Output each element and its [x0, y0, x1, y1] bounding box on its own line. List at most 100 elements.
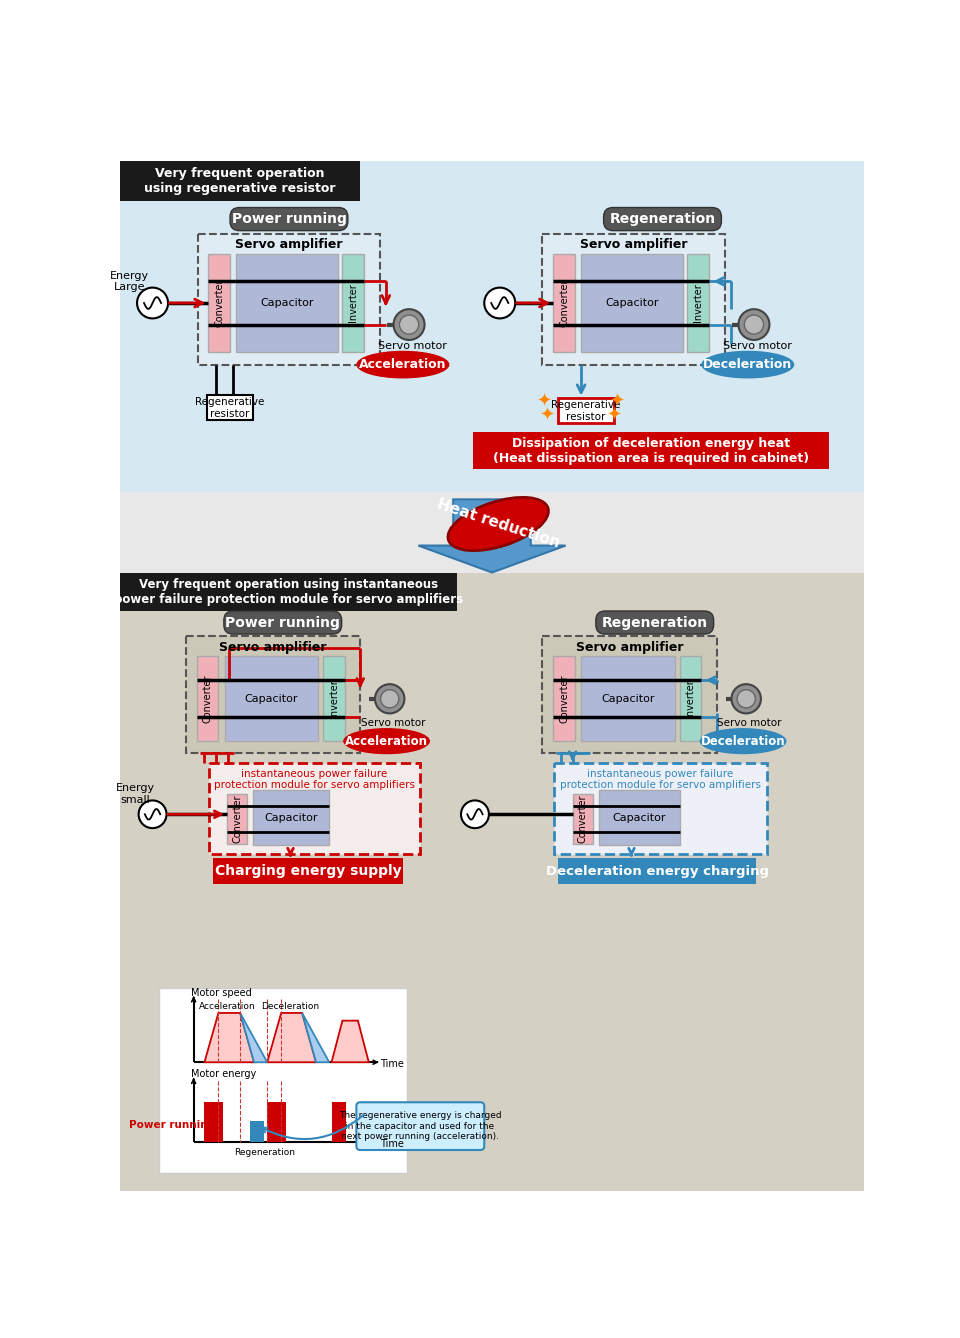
Text: Capacitor: Capacitor [612, 814, 666, 823]
Text: Time: Time [380, 1058, 404, 1069]
Text: Servo amplifier: Servo amplifier [576, 641, 684, 654]
Text: Power running: Power running [129, 1120, 215, 1131]
Bar [198, 234, 379, 365]
Bar [158, 989, 407, 1173]
Text: Regeneration: Regeneration [610, 213, 715, 226]
Text: Servo amplifier: Servo amplifier [235, 238, 343, 252]
Bar [204, 1103, 223, 1143]
FancyBboxPatch shape [596, 611, 713, 634]
Bar [227, 793, 247, 843]
Text: Servo motor: Servo motor [723, 341, 791, 351]
Text: Servo amplifier: Servo amplifier [580, 238, 687, 252]
Text: Capacitor: Capacitor [605, 298, 659, 308]
FancyBboxPatch shape [230, 207, 348, 230]
Text: Regenerative
resistor: Regenerative resistor [196, 397, 265, 419]
Text: Converter: Converter [578, 795, 588, 843]
Polygon shape [331, 1021, 369, 1062]
Text: Capacitor: Capacitor [245, 694, 299, 704]
Bar [553, 254, 575, 352]
Text: Inverter: Inverter [693, 284, 703, 322]
Text: ✦: ✦ [606, 407, 621, 424]
Bar [542, 637, 717, 753]
Ellipse shape [448, 498, 548, 551]
Circle shape [138, 800, 166, 828]
Text: Acceleration: Acceleration [359, 359, 446, 371]
Bar [120, 161, 864, 491]
Bar [251, 1121, 264, 1143]
Circle shape [737, 689, 756, 708]
Text: Power running: Power running [231, 213, 347, 226]
Text: Servo motor: Servo motor [361, 719, 425, 728]
Circle shape [394, 309, 424, 340]
Bar [572, 793, 592, 843]
Bar [267, 1103, 286, 1143]
Bar [225, 657, 319, 741]
Text: Heat reduction: Heat reduction [435, 496, 562, 551]
Text: Converter: Converter [559, 278, 569, 328]
Bar [206, 396, 253, 420]
Bar [343, 254, 364, 352]
Ellipse shape [344, 728, 430, 755]
Circle shape [484, 288, 516, 318]
Circle shape [744, 314, 763, 334]
Circle shape [732, 684, 761, 713]
Bar [558, 858, 756, 884]
Text: Capacitor: Capacitor [260, 298, 314, 308]
Text: Power running: Power running [226, 615, 340, 630]
Polygon shape [302, 1013, 329, 1062]
Text: Dissipation of deceleration energy heat
(Heat dissipation area is required in ca: Dissipation of deceleration energy heat … [492, 436, 809, 464]
Text: Deceleration: Deceleration [703, 359, 792, 371]
Text: Acceleration: Acceleration [345, 735, 428, 748]
FancyBboxPatch shape [604, 207, 721, 230]
Text: Acceleration: Acceleration [200, 1002, 256, 1012]
Text: Servo amplifier: Servo amplifier [219, 641, 326, 654]
Bar [120, 573, 457, 611]
Text: Servo motor: Servo motor [377, 341, 446, 351]
Bar [209, 763, 420, 854]
Text: Capacitor: Capacitor [601, 694, 655, 704]
Text: Converter: Converter [559, 674, 569, 723]
Text: Converter: Converter [203, 674, 212, 723]
Text: Motor speed: Motor speed [190, 987, 252, 998]
Polygon shape [267, 1013, 316, 1062]
Text: Time: Time [380, 1139, 404, 1149]
Bar [120, 573, 864, 1191]
Text: ✦: ✦ [610, 392, 624, 411]
Bar [331, 1103, 346, 1143]
Bar [554, 763, 767, 854]
Text: ✦: ✦ [540, 407, 555, 424]
Circle shape [461, 800, 489, 828]
Circle shape [738, 309, 770, 340]
Text: Deceleration: Deceleration [261, 1002, 319, 1012]
Bar [324, 657, 345, 741]
Polygon shape [204, 1013, 254, 1062]
Bar [120, 491, 864, 573]
Bar [208, 254, 230, 352]
Bar [236, 254, 338, 352]
Ellipse shape [356, 351, 449, 379]
Text: Regeneration: Regeneration [233, 1148, 295, 1157]
Text: Converter: Converter [214, 278, 225, 328]
Bar [253, 789, 329, 846]
Bar [120, 161, 360, 201]
Text: Deceleration: Deceleration [701, 735, 785, 748]
Text: Inverter: Inverter [685, 680, 695, 719]
Bar [197, 657, 219, 741]
Bar [687, 254, 709, 352]
Ellipse shape [701, 351, 794, 379]
Text: Inverter: Inverter [329, 680, 339, 719]
Text: Inverter: Inverter [348, 284, 358, 322]
Text: Deceleration energy charging: Deceleration energy charging [545, 864, 769, 878]
Text: Servo motor: Servo motor [717, 719, 781, 728]
Text: Very frequent operation
using regenerative resistor: Very frequent operation using regenerati… [144, 166, 336, 194]
Circle shape [375, 684, 404, 713]
Text: instantaneous power failure
protection module for servo amplifiers: instantaneous power failure protection m… [560, 769, 760, 791]
Text: instantaneous power failure
protection module for servo amplifiers: instantaneous power failure protection m… [214, 769, 415, 791]
Bar [542, 234, 725, 365]
Text: Motor energy: Motor energy [190, 1069, 255, 1080]
Text: Regeneration: Regeneration [602, 615, 708, 630]
Circle shape [380, 689, 398, 708]
Bar [581, 657, 675, 741]
Ellipse shape [700, 728, 786, 755]
Bar [186, 637, 360, 753]
